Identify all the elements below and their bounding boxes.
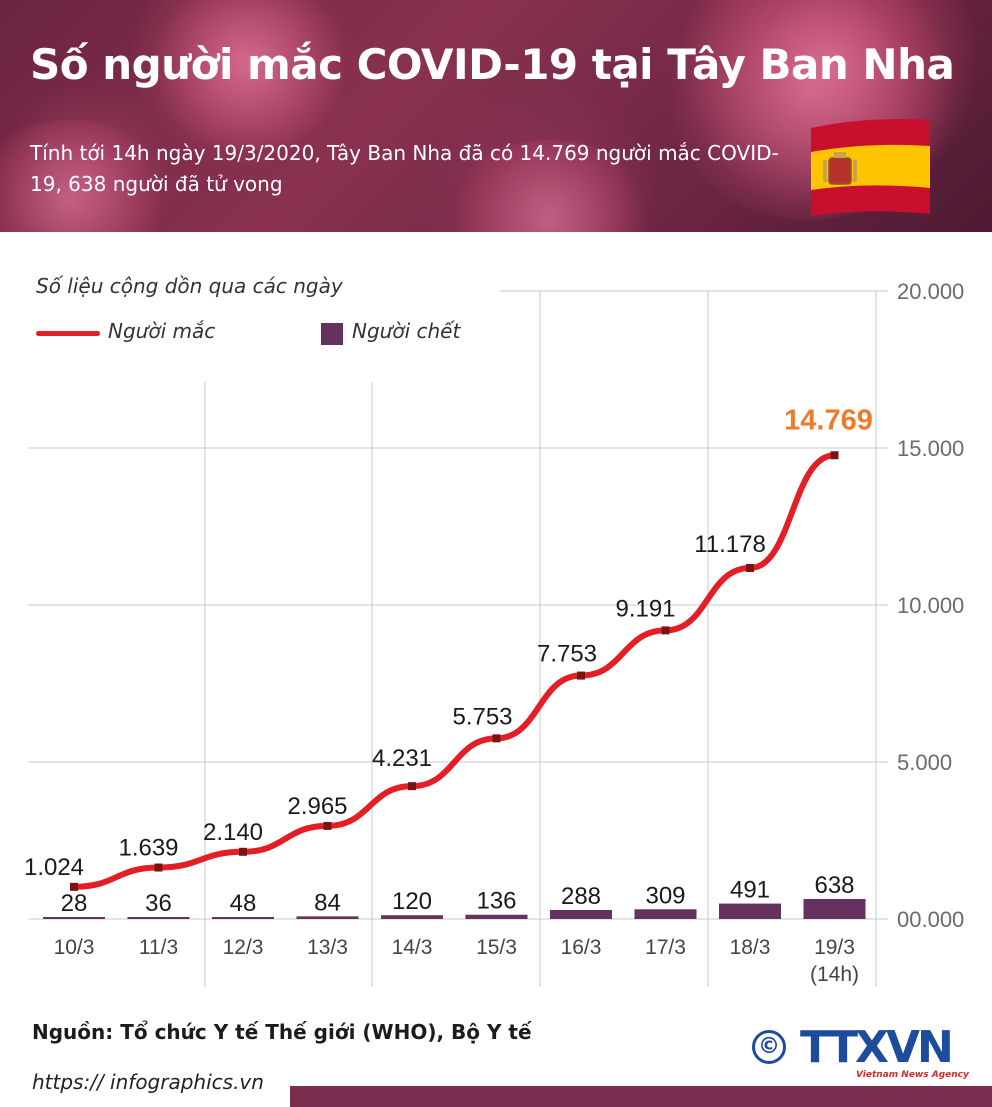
source-text: Nguồn: Tổ chức Y tế Thế giới (WHO), Bộ Y…: [32, 1020, 532, 1044]
deaths-bar: [803, 898, 866, 919]
spain-flag-icon: [811, 119, 930, 216]
x-tick-label: 11/3: [139, 936, 178, 959]
cases-data-label: 9.191: [615, 595, 675, 622]
deaths-data-label: 28: [61, 890, 88, 917]
x-tick-label: 16/3: [561, 936, 602, 959]
cases-data-label: 2.965: [287, 793, 347, 820]
deaths-data-label: 136: [476, 888, 516, 915]
legend-cases-label: Người mắc: [108, 319, 216, 343]
deaths-data-label: 84: [314, 889, 341, 916]
chart-note: Số liệu cộng dồn qua các ngày: [36, 274, 343, 298]
deaths-data-label: 638: [814, 872, 854, 899]
cases-point: [70, 882, 78, 891]
cases-data-label: 4.231: [372, 745, 432, 772]
cases-data-label: 1.024: [24, 854, 84, 881]
deaths-data-label: 120: [392, 888, 432, 915]
deaths-bar: [43, 917, 105, 919]
cases-data-label: 2.140: [203, 819, 263, 846]
deaths-data-label: 309: [645, 882, 685, 909]
footer-bar: [290, 1086, 992, 1107]
x-tick-label: 10/3: [54, 936, 95, 959]
page-subtitle: Tính tới 14h ngày 19/3/2020, Tây Ban Nha…: [30, 141, 779, 196]
x-tick-label: 13/3: [307, 936, 348, 959]
legend-cases-swatch: [36, 331, 100, 336]
deaths-bar: [550, 909, 612, 919]
chart-area: 00.000 5.000 10.000 15.000 20.000 28 36 48 84 120…: [0, 232, 992, 1012]
deaths-bar: [634, 909, 697, 919]
y-tick-label: 5.000: [897, 750, 952, 775]
page-title: Số người mắc COVID-19 tại Tây Ban Nha: [30, 40, 955, 89]
line-bar-chart: 00.000 5.000 10.000 15.000 20.000 28 36 48 84 120…: [24, 279, 964, 987]
deaths-data-label: 48: [230, 890, 257, 917]
legend-deaths-swatch: [321, 323, 343, 345]
x-tick-label: 15/3: [476, 936, 517, 959]
cases-point: [408, 782, 416, 791]
logo-wordmark: TTXVN: [800, 1022, 954, 1073]
website-link[interactable]: https:// infographics.vn: [32, 1070, 264, 1094]
virus-decoration: [150, 0, 350, 150]
header-banner: Số người mắc COVID-19 tại Tây Ban Nha Tí…: [0, 0, 992, 232]
x-tick-label: 17/3: [645, 936, 686, 959]
cases-point: [239, 847, 247, 856]
cases-point: [154, 863, 163, 872]
cases-line: [71, 452, 838, 890]
cases-point: [661, 626, 670, 635]
deaths-bar: [381, 915, 443, 919]
deaths-bar: [296, 916, 359, 919]
x-tick-label: 18/3: [730, 936, 771, 959]
deaths-bar: [465, 914, 528, 919]
cases-point: [323, 821, 332, 830]
cases-latest-label: 14.769: [784, 404, 873, 436]
x-tick-label: 14/3: [392, 936, 433, 959]
cases-data-label: 7.753: [537, 641, 597, 668]
cases-point: [746, 564, 754, 573]
y-tick-label: 10.000: [897, 593, 964, 618]
x-tick-sublabel: (14h): [810, 963, 859, 986]
ttxvn-logo: TTXVN Vietnam News Agency: [800, 1024, 976, 1082]
copyright-icon: ©: [752, 1030, 786, 1064]
deaths-bar: [212, 917, 274, 919]
cases-point: [830, 451, 839, 460]
cases-data-label: 11.178: [694, 531, 766, 558]
deaths-bar: [127, 917, 190, 919]
logo-subtitle: Vietnam News Agency: [856, 1070, 969, 1080]
deaths-bar: [719, 903, 781, 919]
y-tick-label: 20.000: [897, 279, 964, 304]
cases-point: [492, 734, 501, 743]
deaths-data-label: 491: [730, 877, 770, 904]
deaths-data-label: 36: [145, 890, 172, 917]
legend-deaths-label: Người chết: [352, 319, 461, 343]
deaths-data-label: 288: [561, 883, 601, 910]
cases-data-label: 5.753: [452, 703, 512, 730]
y-tick-label: 15.000: [897, 436, 964, 461]
cases-point: [577, 671, 585, 680]
x-tick-label: 19/3: [814, 936, 855, 959]
cases-data-label: 1.639: [118, 835, 178, 862]
x-tick-label: 12/3: [223, 936, 264, 959]
y-tick-label: 00.000: [897, 907, 964, 932]
